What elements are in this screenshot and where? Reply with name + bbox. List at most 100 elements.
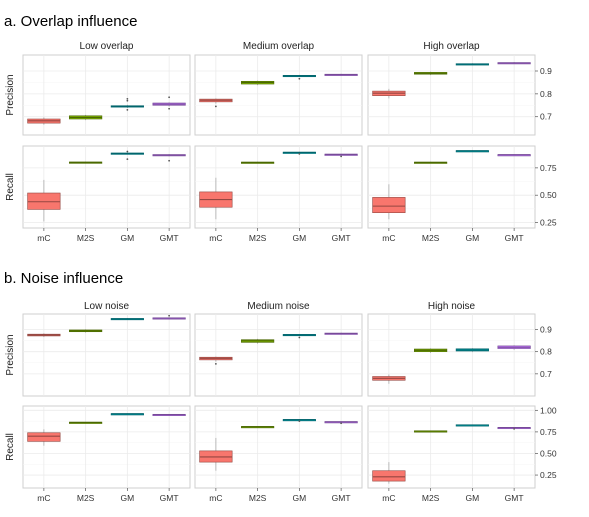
box-m2s: [414, 161, 448, 164]
panel: [194, 405, 363, 489]
panel: [194, 145, 363, 229]
y-axis-title: Recall: [5, 433, 16, 461]
section-title: b. Noise influence: [4, 270, 123, 287]
y-tick-label: 0.50: [540, 190, 557, 200]
facet-label: High noise: [428, 301, 476, 312]
box-m2s: [241, 161, 275, 164]
x-tick-label: GM: [121, 233, 135, 243]
section-overlap: a. Overlap influence Low overlap Medium ov…: [4, 13, 557, 243]
box-mc: [27, 429, 61, 446]
box-mc: [372, 88, 406, 99]
box-gmt: [497, 154, 531, 157]
outlier-point: [126, 158, 129, 161]
outlier-point: [340, 155, 343, 158]
box-gmt: [152, 154, 186, 162]
x-tick-label: GMT: [332, 233, 351, 243]
panel-frame: [22, 313, 191, 397]
box-gmt: [152, 314, 186, 320]
y-axis-title: Recall: [5, 173, 16, 201]
box-mc: [27, 117, 61, 125]
x-tick-label: GM: [293, 233, 307, 243]
facet-label: Medium noise: [247, 301, 310, 312]
y-tick-label: 0.9: [540, 66, 552, 76]
row-precision: Precision 0.7 0.8 0.9: [5, 54, 552, 136]
x-tick-label: M2S: [249, 233, 267, 243]
panel-frame: [22, 405, 191, 489]
outlier-point: [126, 108, 129, 111]
panel: [22, 145, 191, 229]
panel: [194, 54, 363, 136]
outlier-point: [298, 77, 301, 80]
box-m2s: [69, 329, 103, 333]
y-tick-label: 0.25: [540, 218, 557, 228]
box-gmt: [497, 62, 531, 65]
panel-frame: [367, 145, 536, 229]
box-body: [372, 470, 406, 482]
y-tick-label: 0.9: [540, 325, 552, 335]
box-gm: [455, 348, 489, 353]
y-axis-title: Precision: [5, 74, 16, 115]
box-m2s: [69, 161, 103, 164]
box-gm: [110, 413, 144, 416]
x-tick-label: GMT: [160, 233, 179, 243]
y-tick-label: 0.8: [540, 89, 552, 99]
y-tick-label: 0.8: [540, 347, 552, 357]
x-tick-label: M2S: [77, 233, 95, 243]
box-gm: [455, 150, 489, 153]
box-mc: [27, 179, 61, 222]
box-gm: [282, 333, 316, 339]
box-gmt: [152, 413, 186, 416]
panel: [194, 313, 363, 397]
box-gm: [282, 151, 316, 155]
x-tick-label: M2S: [77, 493, 95, 503]
outlier-point: [340, 422, 343, 425]
box-gm: [455, 63, 489, 66]
x-tick-label: mC: [37, 233, 50, 243]
y-tick-label: 0.75: [540, 163, 557, 173]
outlier-point: [126, 99, 129, 102]
box-gmt: [497, 345, 531, 350]
x-tick-label: GMT: [332, 493, 351, 503]
box-m2s: [414, 348, 448, 354]
box-m2s: [414, 71, 448, 76]
x-tick-label: GM: [121, 493, 135, 503]
section-title: a. Overlap influence: [4, 13, 137, 30]
box-m2s: [414, 430, 448, 433]
box-m2s: [241, 426, 275, 429]
box-mc: [199, 437, 233, 471]
row-recall: Recall 0.25 0.50 0.75 1.00: [5, 405, 557, 489]
y-tick-label: 1.00: [540, 405, 557, 415]
x-tick-label: mC: [209, 233, 222, 243]
x-tick-label: M2S: [422, 493, 440, 503]
y-tick-label: 0.50: [540, 448, 557, 458]
facet-label: Low overlap: [80, 41, 134, 52]
box-gm: [455, 424, 489, 427]
box-gmt: [324, 421, 358, 425]
box-m2s: [241, 338, 275, 344]
outlier-point: [298, 420, 301, 423]
x-tick-label: M2S: [422, 233, 440, 243]
box-gm: [110, 150, 144, 161]
x-tick-label: GMT: [505, 233, 524, 243]
box-gmt: [324, 153, 358, 158]
box-body: [372, 197, 406, 213]
panel: [22, 313, 191, 397]
panel-frame: [194, 405, 363, 489]
panel: 0.25 0.50 0.75 1.00: [367, 405, 557, 489]
x-tick-label: mC: [382, 233, 395, 243]
x-tick-label: GMT: [160, 493, 179, 503]
panel-frame: [194, 54, 363, 136]
box-gmt: [324, 73, 358, 76]
panel-frame: [367, 313, 536, 397]
box-mc: [372, 462, 406, 484]
box-m2s: [69, 114, 103, 121]
box-mc: [199, 356, 233, 365]
box-mc: [199, 98, 233, 108]
outlier-point: [214, 105, 217, 108]
panel-frame: [194, 313, 363, 397]
outlier-point: [168, 159, 171, 162]
box-mc: [372, 184, 406, 220]
box-mc: [199, 177, 233, 220]
outlier-point: [298, 336, 301, 339]
